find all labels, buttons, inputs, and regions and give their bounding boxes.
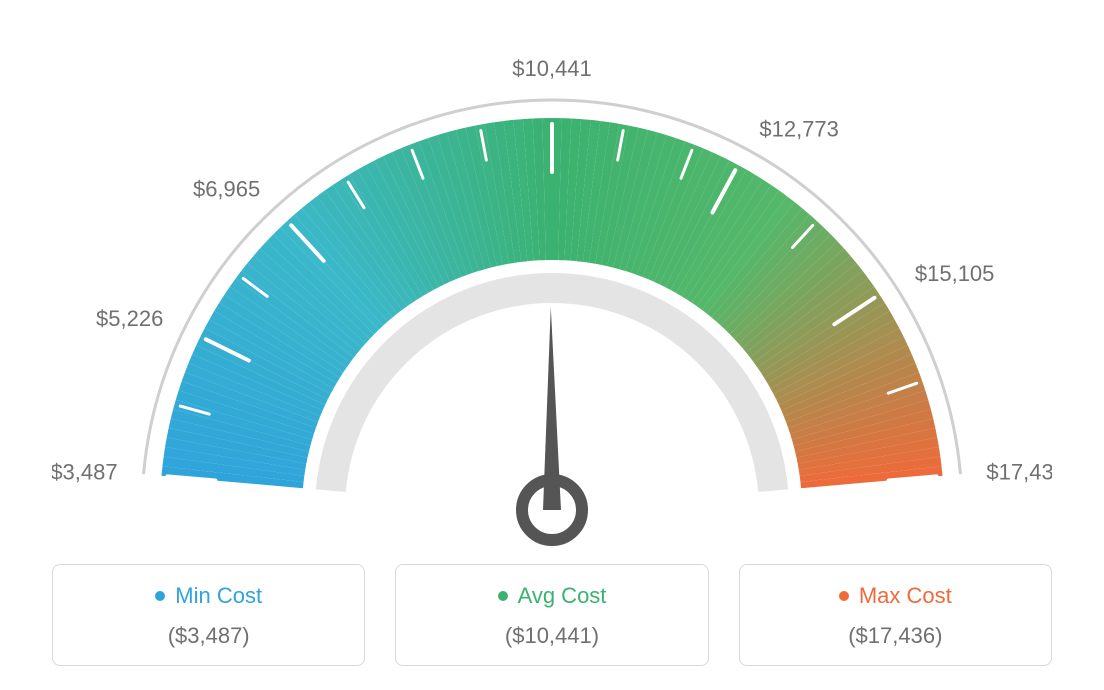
svg-text:$5,226: $5,226 bbox=[96, 306, 163, 331]
min-dot-icon bbox=[155, 591, 165, 601]
avg-cost-value: ($10,441) bbox=[406, 623, 697, 649]
avg-cost-title: Avg Cost bbox=[406, 583, 697, 609]
avg-dot-icon bbox=[498, 591, 508, 601]
svg-text:$15,105: $15,105 bbox=[915, 261, 995, 286]
avg-cost-label: Avg Cost bbox=[518, 583, 607, 609]
min-cost-title: Min Cost bbox=[63, 583, 354, 609]
svg-text:$6,965: $6,965 bbox=[193, 176, 260, 201]
svg-text:$12,773: $12,773 bbox=[759, 116, 839, 141]
max-cost-card: Max Cost ($17,436) bbox=[739, 564, 1052, 666]
avg-cost-card: Avg Cost ($10,441) bbox=[395, 564, 708, 666]
max-dot-icon bbox=[839, 591, 849, 601]
gauge: $3,487 $5,226 $6,965 $10,441 $12,773 $15,105 $… bbox=[52, 30, 1052, 550]
max-cost-label: Max Cost bbox=[859, 583, 952, 609]
svg-text:$17,436: $17,436 bbox=[986, 459, 1052, 484]
chart-container: $3,487 $5,226 $6,965 $10,441 $12,773 $15,105 $… bbox=[0, 0, 1104, 690]
min-cost-label: Min Cost bbox=[175, 583, 262, 609]
max-cost-title: Max Cost bbox=[750, 583, 1041, 609]
svg-text:$3,487: $3,487 bbox=[52, 459, 118, 484]
max-cost-value: ($17,436) bbox=[750, 623, 1041, 649]
min-cost-value: ($3,487) bbox=[63, 623, 354, 649]
summary-cards: Min Cost ($3,487) Avg Cost ($10,441) Max… bbox=[52, 564, 1052, 666]
svg-text:$10,441: $10,441 bbox=[512, 56, 592, 81]
min-cost-card: Min Cost ($3,487) bbox=[52, 564, 365, 666]
